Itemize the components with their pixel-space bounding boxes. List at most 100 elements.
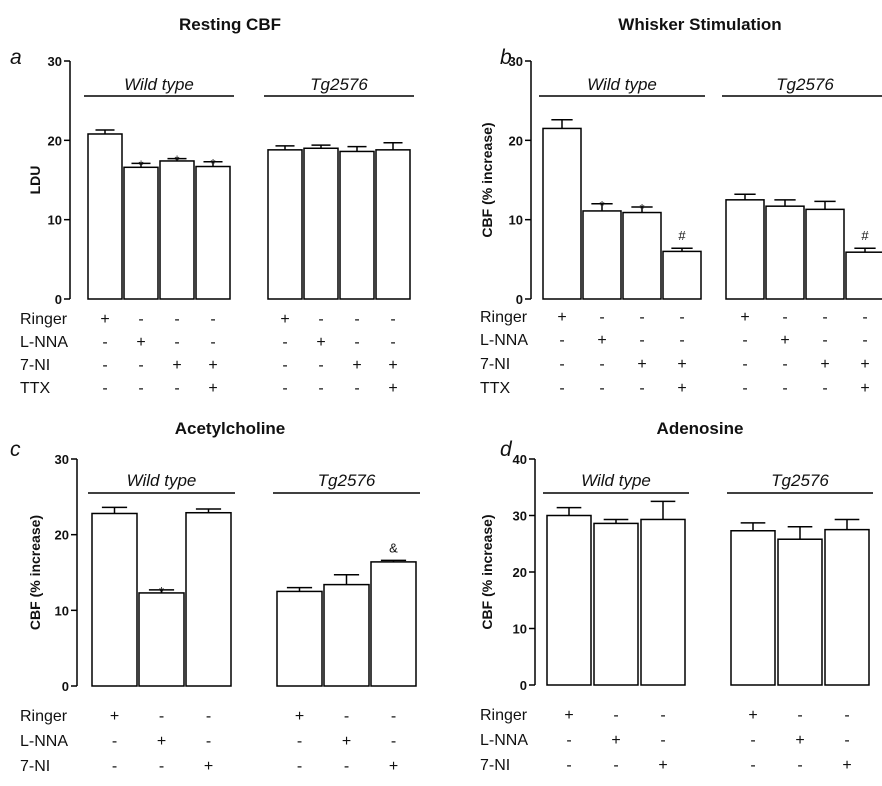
panel-d: Adenosine d CBF (% increase) 0 10 20 30 40 Wild … <box>479 419 873 774</box>
condition-sign: - <box>750 757 755 774</box>
condition-label: L-NNA <box>20 334 68 351</box>
condition-label: TTX <box>480 380 511 397</box>
significance-marker: * <box>599 198 604 213</box>
y-tick-label: 30 <box>48 54 62 69</box>
bar <box>339 150 375 300</box>
condition-sign: + <box>795 732 804 749</box>
condition-sign: - <box>566 732 571 749</box>
condition-sign: - <box>112 758 117 775</box>
condition-sign: + <box>342 733 351 750</box>
y-tick-label: 10 <box>513 622 527 637</box>
condition-sign: - <box>354 334 359 351</box>
condition-sign: - <box>660 707 665 724</box>
condition-label: L-NNA <box>480 732 528 749</box>
condition-sign: - <box>102 357 107 374</box>
condition-sign: - <box>559 356 564 373</box>
condition-sign: - <box>354 380 359 397</box>
condition-sign: + <box>172 357 181 374</box>
group-label: Wild type <box>127 471 197 490</box>
y-tick-label: 40 <box>513 452 527 467</box>
y-tick-label: 30 <box>509 54 523 69</box>
condition-sign: + <box>388 357 397 374</box>
significance-marker: * <box>138 157 143 172</box>
y-tick-label: 20 <box>55 528 69 543</box>
condition-sign: - <box>297 758 302 775</box>
condition-sign: - <box>390 311 395 328</box>
condition-sign: - <box>613 707 618 724</box>
condition-sign: - <box>282 357 287 374</box>
condition-sign: - <box>159 708 164 725</box>
bar <box>267 149 303 300</box>
bar <box>582 210 622 300</box>
condition-sign: - <box>742 332 747 349</box>
condition-sign: - <box>318 357 323 374</box>
y-tick-label: 0 <box>520 678 527 693</box>
condition-sign: + <box>295 708 304 725</box>
condition-sign: + <box>842 757 851 774</box>
y-tick-label: 0 <box>62 679 69 694</box>
bar <box>593 522 639 686</box>
condition-sign: + <box>136 334 145 351</box>
condition-sign: - <box>750 732 755 749</box>
bar <box>370 561 417 687</box>
bar <box>303 147 339 300</box>
condition-sign: - <box>862 309 867 326</box>
condition-sign: + <box>637 356 646 373</box>
condition-sign: - <box>599 356 604 373</box>
condition-sign: + <box>677 380 686 397</box>
condition-sign: + <box>388 380 397 397</box>
y-tick-label: 20 <box>509 133 523 148</box>
condition-sign: - <box>639 309 644 326</box>
condition-sign: - <box>797 707 802 724</box>
panel-title: Whisker Stimulation <box>618 15 781 34</box>
condition-sign: - <box>613 757 618 774</box>
condition-sign: - <box>210 311 215 328</box>
bar <box>185 511 232 687</box>
condition-sign: - <box>102 380 107 397</box>
significance-marker: # <box>861 228 869 243</box>
condition-sign: - <box>599 380 604 397</box>
condition-sign: - <box>318 311 323 328</box>
condition-sign: - <box>344 758 349 775</box>
significance-marker: * <box>210 156 215 171</box>
bar <box>87 133 123 300</box>
condition-sign: - <box>679 332 684 349</box>
condition-sign: - <box>566 757 571 774</box>
condition-sign: - <box>391 708 396 725</box>
condition-sign: - <box>390 334 395 351</box>
y-axis-label: CBF (% increase) <box>27 515 43 630</box>
condition-sign: + <box>389 758 398 775</box>
condition-sign: + <box>208 357 217 374</box>
condition-sign: + <box>110 708 119 725</box>
condition-sign: - <box>599 309 604 326</box>
significance-marker: * <box>639 201 644 216</box>
bar <box>276 590 323 687</box>
condition-sign: - <box>210 334 215 351</box>
bar <box>546 514 592 686</box>
condition-label: 7-NI <box>480 757 510 774</box>
bar <box>730 530 776 686</box>
condition-sign: - <box>862 332 867 349</box>
panel-title: Acetylcholine <box>175 419 286 438</box>
condition-label: 7-NI <box>480 356 510 373</box>
condition-sign: - <box>822 309 827 326</box>
condition-sign: + <box>611 732 620 749</box>
condition-sign: - <box>282 380 287 397</box>
condition-sign: - <box>639 332 644 349</box>
condition-label: 7-NI <box>20 357 50 374</box>
condition-sign: - <box>344 708 349 725</box>
condition-sign: - <box>391 733 396 750</box>
condition-sign: - <box>138 357 143 374</box>
y-tick-label: 20 <box>513 565 527 580</box>
bar <box>777 538 823 686</box>
condition-label: Ringer <box>20 311 68 328</box>
condition-sign: - <box>782 380 787 397</box>
condition-sign: - <box>174 311 179 328</box>
panel-b: Whisker Stimulation b CBF (% increase) 0 10 2… <box>479 15 882 397</box>
group-label: Wild type <box>587 75 657 94</box>
condition-sign: + <box>597 332 606 349</box>
group-label: Tg2576 <box>310 75 368 94</box>
group-label: Wild type <box>124 75 194 94</box>
condition-sign: - <box>679 309 684 326</box>
